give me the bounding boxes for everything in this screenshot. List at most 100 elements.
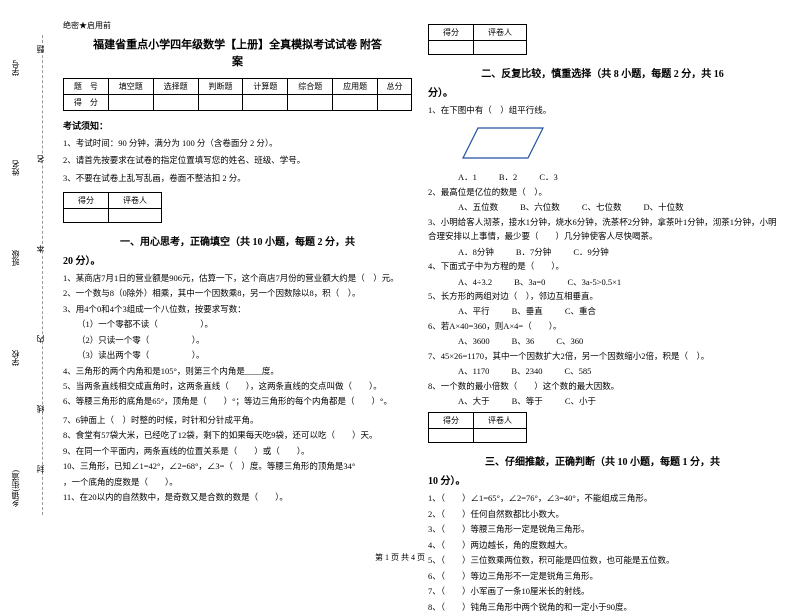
th-num: 题 号 [64,79,109,95]
opt-b: B、等于 [512,396,543,406]
td-score-label: 得 分 [64,95,109,111]
notice-title: 考试须知： [63,119,412,132]
th-comp: 综合题 [288,79,333,95]
title-line2: 案 [232,56,243,68]
th-choice: 选择题 [153,79,198,95]
s1-q3b: （2）只读一个零（ ）。 [63,333,412,347]
margin-label-banji: 班级 [10,250,21,266]
td-empty [198,95,243,111]
title-line1: 福建省重点小学四年级数学【上册】全真模拟考试试卷 附答 [93,39,382,51]
s2-q1-opts: A．1B．2C．3 [428,170,777,184]
s2-q1: 1、在下图中有（ ）组平行线。 [428,103,777,117]
s3-q6: 6、（ ）等边三角形不一定是锐角三角形。 [428,569,777,583]
s1-q2: 2、一个数与8（0除外）相乘，其中一个因数乘8，另一个因数除以8，积（ ）。 [63,286,412,300]
s1-q3: 3、用4个0和4个3组成一个八位数，按要求写数： [63,302,412,316]
section1-title2: 20 分）。 [63,252,412,267]
score-summary-table: 题 号 填空题 选择题 判断题 计算题 综合题 应用题 总分 得 分 [63,78,412,111]
opt-a: A、4÷3.2 [458,277,492,287]
td-empty [474,41,527,55]
th-total: 总分 [378,79,412,95]
opt-c: C．3 [539,172,557,182]
opt-c: C、585 [565,366,592,376]
s2-q8-opts: A、大于 B、等于 C、小于 [428,394,777,408]
s1-q8: 8、食堂有57袋大米，已经吃了12袋，剩下的如果每天吃9袋，还可以吃（ ）天。 [63,428,412,442]
opt-b: B、3a=0 [514,277,545,287]
secrecy-tag: 绝密★启用前 [63,20,412,31]
td-empty [429,41,474,55]
td-empty [153,95,198,111]
s1-q10a: ，一个底角的度数是（ ）。 [63,475,412,489]
score-label: 得分 [64,192,109,208]
opt-c: C、重合 [565,306,596,316]
fold-line [42,35,43,515]
parallelogram-figure [458,123,548,163]
opt-a: A、1170 [458,366,489,376]
s1-q10: 10、三角形，已知∠1=42°，∠2=68°，∠3=（ ）度。等腰三角形的顶角是… [63,459,412,473]
grader-label: 评卷人 [474,413,527,429]
section1-title: 一、用心思考，正确填空（共 10 小题，每题 2 分，共 [63,233,412,248]
s2-q3: 3、小明给客人沏茶，接水1分钟，烧水6分钟，洗茶杯2分钟，拿茶叶1分钟，沏茶1分… [428,215,777,244]
cut-label-6: 封 [35,465,46,473]
opt-b: B．2 [499,172,517,182]
th-judge: 判断题 [198,79,243,95]
margin-label-xuexiao: 学校 [10,350,21,366]
table-row: 题 号 填空题 选择题 判断题 计算题 综合题 应用题 总分 [64,79,412,95]
section2-title2: 分）。 [428,84,777,99]
td-empty [108,95,153,111]
td-empty [109,208,162,222]
cut-label-4: 内 [35,335,46,343]
td-empty [474,429,527,443]
grader-label: 评卷人 [474,25,527,41]
opt-c: C．9分钟 [573,247,608,257]
notice-3: 3、不要在试卷上乱写乱画，卷面不整洁扣 2 分。 [63,171,412,186]
s2-q8: 8、一个数的最小倍数（ ）这个数的最大因数。 [428,379,777,393]
s2-q7-opts: A、1170 B、2340 C、585 [428,364,777,378]
td-empty [288,95,333,111]
s3-q3: 3、（ ）等腰三角形一定是锐角三角形。 [428,522,777,536]
s2-q6: 6、若A×40=360，则A×4=（ ）。 [428,319,777,333]
s1-q3a: （1）一个零都不读（ ）。 [63,317,412,331]
s1-q6: 6、等腰三角形的底角是65°，顶角是（ ）°；等边三角形的每个内角都是（ ）°。 [63,394,412,408]
s3-q7: 7、（ ）小军画了一条10厘米长的射线。 [428,584,777,598]
td-empty [333,95,378,111]
opt-b: B、2340 [511,366,542,376]
grader-label: 评卷人 [109,192,162,208]
opt-c: C、小于 [565,396,596,406]
s2-q5-opts: A、平行B、垂直C、重合 [428,304,777,318]
cut-label-1: 题 [35,45,46,53]
section-score-box: 得分评卷人 [63,192,162,223]
th-fill: 填空题 [108,79,153,95]
exam-title: 福建省重点小学四年级数学【上册】全真模拟考试试卷 附答 案 [63,37,412,70]
s2-q7: 7、45×26=1170，其中一个因数扩大2倍，另一个因数缩小2倍，积是（ ）。 [428,349,777,363]
opt-a: A、3600 [458,336,490,346]
opt-c: C、3a-5>0.5×1 [567,277,621,287]
opt-c: C、360 [556,336,583,346]
score-label: 得分 [429,413,474,429]
section2-title: 二、反复比较，慎重选择（共 8 小题，每题 2 分，共 16 [428,65,777,80]
opt-a: A、大于 [458,396,490,406]
cut-label-2: 名 [35,155,46,163]
notice-2: 2、请首先按要求在试卷的指定位置填写您的姓名、班级、学号。 [63,153,412,168]
section-score-box-2: 得分评卷人 [428,24,527,55]
margin-label-xuehao: 学号 [10,60,21,76]
s2-q2-opts: A、五位数B、六位数C、七位数D、十位数 [428,200,777,214]
s3-q4: 4、（ ）两边越长，角的度数越大。 [428,538,777,552]
td-empty [64,208,109,222]
s2-q4-opts: A、4÷3.2 B、3a=0 C、3a-5>0.5×1 [428,275,777,289]
th-apply: 应用题 [333,79,378,95]
section-score-box-3: 得分评卷人 [428,412,527,443]
cut-label-3: 本 [35,245,46,253]
opt-b: B、36 [512,336,535,346]
section3-title: 三、仔细推敲，正确判断（共 10 小题，每题 1 分，共 [428,453,777,468]
s3-q2: 2、（ ）任何自然数都比小数大。 [428,507,777,521]
table-row: 得 分 [64,95,412,111]
section3-title2: 10 分）。 [428,472,777,487]
left-column: 绝密★启用前 福建省重点小学四年级数学【上册】全真模拟考试试卷 附答 案 题 号… [55,20,420,535]
right-column: 得分评卷人 二、反复比较，慎重选择（共 8 小题，每题 2 分，共 16 分）。… [420,20,785,535]
page-footer: 第 1 页 共 4 页 [0,552,800,563]
opt-b: B、垂直 [512,306,543,316]
s3-q1: 1、（ ）∠1=65°，∠2=76°，∠3=40°，不能组成三角形。 [428,491,777,505]
opt-b: B．7分钟 [516,247,551,257]
s1-q9: 9、在同一个平面内，两条直线的位置关系是（ ）或（ ）。 [63,444,412,458]
margin-label-xiangzhen: 乡镇(街道) [10,470,21,507]
